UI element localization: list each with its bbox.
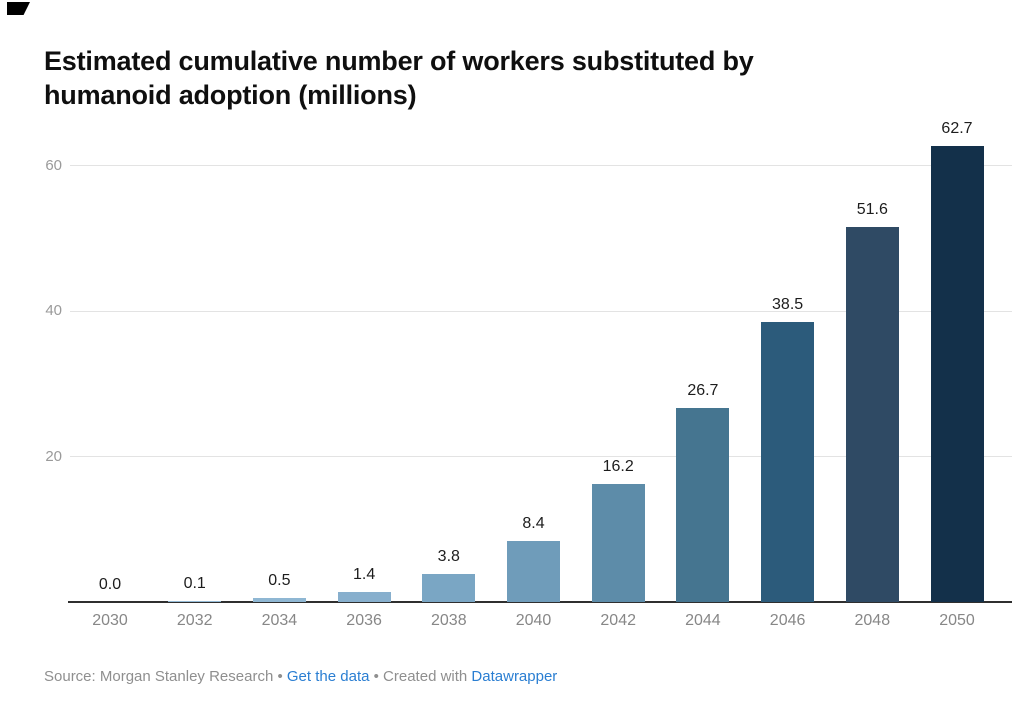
x-axis-tick-label-2036: 2036 (346, 612, 382, 629)
corner-artifact (7, 2, 30, 15)
gridline-y-60 (70, 165, 1012, 166)
y-axis-tick-label: 60 (45, 156, 62, 174)
x-axis-tick-label-2030: 2030 (92, 612, 128, 629)
x-axis-baseline (68, 601, 1012, 603)
x-axis-tick-label-2040: 2040 (515, 612, 552, 629)
footer-separator: • (369, 668, 384, 685)
y-axis-tick-label: 20 (45, 447, 62, 465)
value-label-2046: 38.5 (772, 296, 804, 313)
bar-2040[interactable] (507, 541, 560, 602)
x-axis-tick-label-2044: 2044 (685, 612, 721, 629)
y-axis-tick-label: 40 (45, 302, 62, 319)
x-axis-tick-label-2042: 2042 (600, 612, 636, 629)
source-text: Source: Morgan Stanley Research (44, 668, 274, 685)
value-label-2042: 16.2 (602, 458, 634, 475)
x-axis-tick-label-2046: 2046 (769, 612, 806, 629)
bar-2044[interactable] (676, 408, 730, 602)
x-axis-tick-label-2050: 2050 (939, 612, 975, 629)
value-label-2032: 0.1 (183, 575, 206, 592)
bar-2038[interactable] (422, 574, 476, 602)
bar-2046[interactable] (761, 322, 815, 602)
value-label-2050: 62.7 (941, 120, 973, 137)
bar-2034[interactable] (252, 598, 306, 602)
chart-title: Estimated cumulative number of workers s… (44, 46, 754, 111)
created-with-text: Created with (383, 668, 472, 685)
value-label-2034: 0.5 (268, 572, 291, 589)
value-label-2036: 1.4 (352, 566, 376, 583)
get-the-data-link[interactable]: Get the data (286, 668, 370, 685)
bar-2050[interactable] (930, 146, 984, 602)
x-axis-tick-label-2038: 2038 (431, 612, 467, 629)
bar-2032[interactable] (168, 601, 222, 602)
value-label-2044: 26.7 (687, 382, 719, 399)
x-axis-tick-label-2048: 2048 (854, 612, 891, 629)
footer-separator: • (273, 668, 287, 685)
gridline-y-20 (70, 456, 1012, 457)
value-label-2048: 51.6 (856, 201, 888, 218)
footer: Source: Morgan Stanley Research • Get th… (44, 668, 557, 685)
bar-2042[interactable] (591, 484, 645, 602)
gridline-y-40 (70, 310, 1012, 312)
x-axis-tick-label-2032: 2032 (176, 612, 213, 629)
value-label-2030: 0.0 (98, 576, 122, 593)
value-label-2038: 3.8 (437, 548, 460, 565)
x-axis-tick-label-2034: 2034 (261, 612, 298, 629)
value-label-2040: 8.4 (522, 515, 545, 532)
bar-2048[interactable] (845, 227, 899, 602)
bar-2036[interactable] (337, 592, 391, 602)
datawrapper-link[interactable]: Datawrapper (471, 668, 558, 685)
